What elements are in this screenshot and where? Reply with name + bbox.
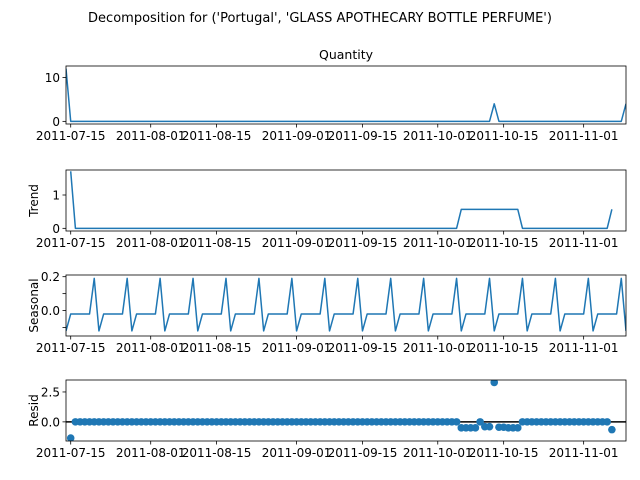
ytick-label-resid-0: 0.0 [41, 415, 60, 429]
xtick-label-seasonal-1: 2011-08-01 [116, 341, 186, 355]
xtick-label-trend-3: 2011-09-01 [262, 236, 332, 250]
ylabel-resid: Resid [27, 394, 41, 426]
resid-point-87 [476, 418, 484, 426]
xtick-label-resid-3: 2011-09-01 [262, 446, 332, 460]
series-line-observed [66, 68, 626, 123]
figure-title: Decomposition for ('Portugal', 'GLASS AP… [88, 11, 552, 26]
resid-point-90 [490, 380, 499, 387]
xtick-label-observed-6: 2011-10-15 [469, 129, 539, 143]
xtick-label-trend-2: 2011-08-15 [182, 236, 252, 250]
panel-title-observed: Quantity [319, 47, 374, 62]
xtick-label-resid-6: 2011-10-15 [469, 446, 539, 460]
plot-area-trend [69, 171, 613, 230]
ytick-label-seasonal-3: 0.2 [41, 270, 60, 284]
ylabel-trend: Trend [27, 184, 41, 218]
xtick-label-trend-6: 2011-10-15 [469, 236, 539, 250]
ytick-label-trend-0: 0 [52, 222, 60, 236]
axes-frame-trend [65, 169, 627, 232]
ytick-label-observed-1: 10 [45, 71, 60, 85]
xtick-label-trend-0: 2011-07-15 [36, 236, 106, 250]
plot-area-observed [66, 68, 626, 123]
xtick-label-resid-0: 2011-07-15 [36, 446, 106, 460]
resid-point-86 [471, 424, 480, 432]
xtick-label-observed-5: 2011-10-01 [403, 129, 473, 143]
xtick-label-observed-2: 2011-08-15 [182, 129, 252, 143]
xtick-label-resid-1: 2011-08-01 [116, 446, 186, 460]
panel-observed: Quantity 0 10 2011-07-15 2011-08-012011-08-1… [36, 47, 627, 143]
xtick-label-seasonal-3: 2011-09-01 [262, 341, 332, 355]
xtick-label-resid-5: 2011-10-01 [403, 446, 473, 460]
xtick-label-observed-1: 2011-08-01 [116, 129, 186, 143]
xtick-label-trend-1: 2011-08-01 [116, 236, 186, 250]
xtick-label-observed-0: 2011-07-15 [36, 129, 106, 143]
axes-frame-resid [65, 379, 627, 442]
xtick-label-trend-4: 2011-09-15 [328, 236, 398, 250]
xtick-label-seasonal-5: 2011-10-01 [403, 341, 473, 355]
xtick-label-trend-5: 2011-10-01 [403, 236, 473, 250]
series-line-seasonal [66, 277, 626, 332]
resid-point-0 [66, 434, 75, 441]
xtick-label-resid-7: 2011-11-01 [549, 446, 619, 460]
xtick-label-seasonal-4: 2011-09-15 [328, 341, 398, 355]
axes-frame-observed [65, 65, 627, 125]
xtick-label-seasonal-2: 2011-08-15 [182, 341, 252, 355]
axes-frame-seasonal [65, 274, 627, 337]
xtick-label-observed-7: 2011-11-01 [549, 129, 619, 143]
xtick-label-observed-3: 2011-09-01 [262, 129, 332, 143]
ytick-label-observed-0: 0 [52, 115, 60, 129]
plot-area-resid [66, 380, 626, 441]
xtick-label-seasonal-0: 2011-07-15 [36, 341, 106, 355]
resid-point-95 [513, 424, 522, 432]
resid-point-82 [452, 418, 461, 426]
resid-point-114 [603, 418, 611, 426]
resid-point-115 [608, 425, 616, 434]
resid-point-89 [485, 422, 494, 431]
xtick-label-observed-4: 2011-09-15 [328, 129, 398, 143]
xtick-label-seasonal-7: 2011-11-01 [549, 341, 619, 355]
ytick-label-trend-1: 1 [52, 189, 60, 203]
plot-area-seasonal [66, 277, 626, 332]
xtick-label-trend-7: 2011-11-01 [549, 236, 619, 250]
xtick-label-resid-2: 2011-08-15 [182, 446, 252, 460]
panel-resid: Resid 0.0 2.5 2011-07-15 2011-08-012011-08-1… [27, 379, 627, 460]
series-line-trend [69, 171, 613, 230]
xtick-label-resid-4: 2011-09-15 [328, 446, 398, 460]
ylabel-seasonal: Seasonal [27, 278, 41, 332]
ytick-label-resid-1: 2.5 [41, 385, 60, 399]
ytick-label-seasonal-1: 0.0 [41, 304, 60, 318]
xtick-label-seasonal-6: 2011-10-15 [469, 341, 539, 355]
